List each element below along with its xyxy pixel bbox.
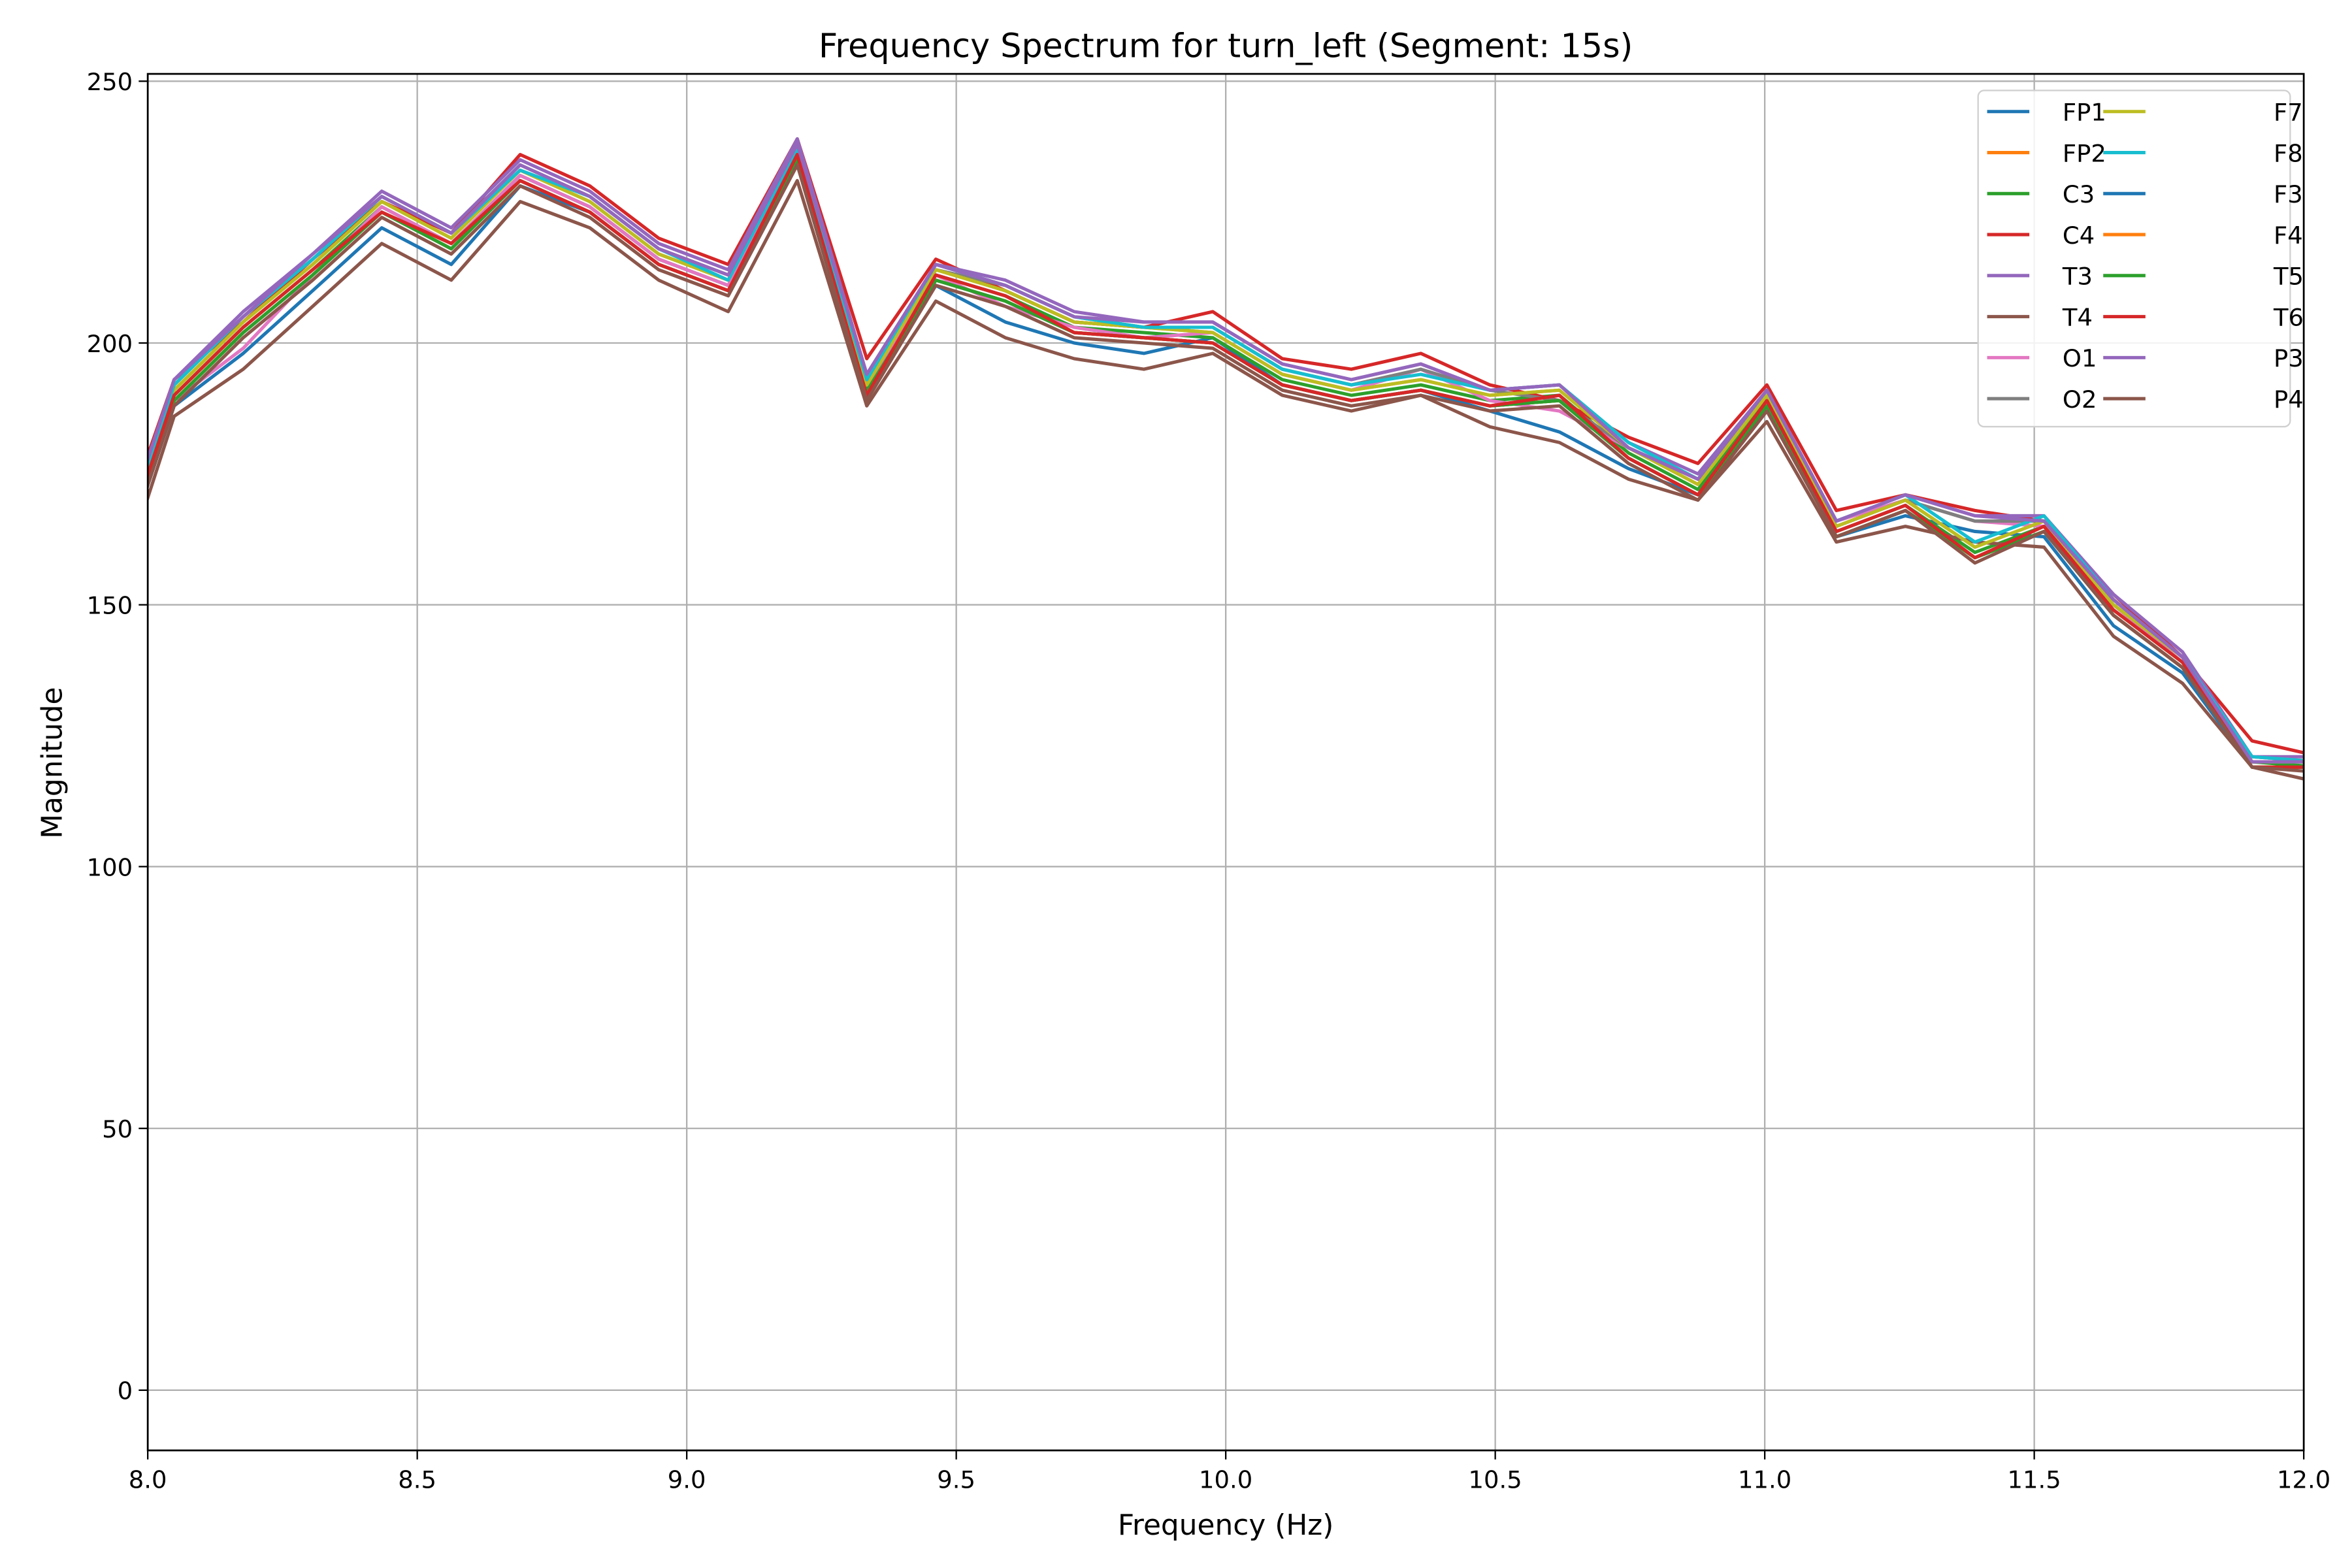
x-tick-label: 9.5 — [937, 1466, 975, 1494]
series-line-t6 — [148, 153, 2304, 769]
legend-label-t3: T3 — [2062, 263, 2093, 291]
y-axis: 0 50 100 150 200 250 — [87, 68, 148, 1405]
series-line-p4 — [148, 163, 2304, 773]
x-tick-label: 8.5 — [398, 1466, 436, 1494]
legend-label-t5: T5 — [2273, 263, 2304, 291]
legend-label-t6: T6 — [2273, 303, 2304, 331]
y-tick-label: 50 — [102, 1115, 133, 1143]
y-tick-label: 150 — [87, 592, 133, 620]
x-tick-label: 10.5 — [1469, 1466, 1522, 1494]
legend-label-p3: P3 — [2274, 344, 2304, 372]
chart-title: Frequency Spectrum for turn_left (Segmen… — [819, 27, 1633, 65]
legend-label-fp2: FP2 — [2063, 139, 2106, 167]
y-tick-label: 0 — [118, 1377, 133, 1405]
x-tick-label: 10.0 — [1199, 1466, 1252, 1494]
legend-label-f8: F8 — [2274, 139, 2303, 167]
x-tick-label: 8.0 — [129, 1466, 167, 1494]
x-tick-label: 11.0 — [1738, 1466, 1791, 1494]
legend-label-c4: C4 — [2063, 221, 2095, 250]
series-line-p3 — [148, 142, 2304, 764]
series-line-t4 — [148, 178, 2304, 781]
x-axis-label: Frequency (Hz) — [1118, 1509, 1334, 1542]
series-lines — [148, 137, 2304, 781]
x-tick-label: 11.5 — [2008, 1466, 2061, 1494]
legend-label-t4: T4 — [2062, 303, 2093, 331]
x-tick-label: 9.0 — [668, 1466, 706, 1494]
legend-label-f3: F3 — [2274, 180, 2303, 208]
x-axis: 8.0 8.5 9.0 9.5 10.0 10.5 11.0 11.5 12.0 — [129, 1450, 2330, 1494]
legend: FP1 FP2 C3 C4 T3 T4 O1 O2 F7 F8 F3 F4 T5 T6 P3 P4 — [1977, 90, 2304, 428]
y-axis-label: Magnitude — [36, 687, 69, 839]
legend-label-p4: P4 — [2274, 385, 2304, 414]
y-tick-label: 250 — [87, 68, 133, 96]
series-line-f7 — [148, 147, 2304, 764]
x-tick-label: 12.0 — [2277, 1466, 2330, 1494]
legend-label-fp1: FP1 — [2063, 99, 2106, 127]
y-tick-label: 200 — [87, 330, 133, 358]
legend-label-f7: F7 — [2274, 99, 2303, 127]
legend-label-o2: O2 — [2063, 385, 2097, 414]
legend-box — [1977, 90, 2291, 428]
y-tick-label: 100 — [87, 853, 133, 881]
legend-label-f4: F4 — [2274, 221, 2303, 250]
legend-label-c3: C3 — [2063, 180, 2095, 208]
legend-label-o1: O1 — [2063, 344, 2097, 372]
